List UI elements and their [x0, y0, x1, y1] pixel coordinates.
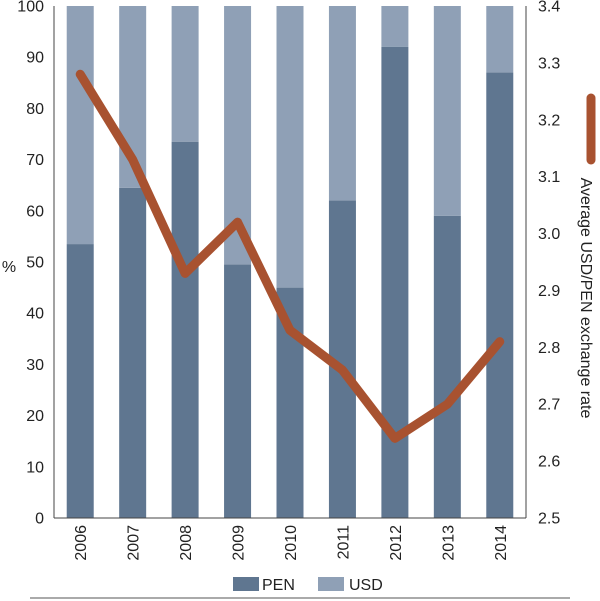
axes-group: 0 10 20 30 40 50 60 70 80 90 100 2.5 2.6 2.7 2.8 2.9 3.0… [17, 0, 560, 561]
left-tick-label: 100 [17, 0, 44, 16]
bars-group [66, 6, 514, 519]
right-tick-label: 2.6 [538, 454, 560, 471]
x-tick-label: 2006 [73, 525, 90, 561]
left-tick-label: 0 [35, 511, 44, 528]
left-tick-label: 70 [26, 152, 44, 169]
bar-usd-2012 [381, 6, 409, 47]
legend-label-pen: PEN [262, 577, 295, 594]
left-tick-label: 60 [26, 203, 44, 220]
bar-usd-2008 [171, 6, 199, 142]
x-tick-label: 2010 [283, 525, 300, 561]
bar-usd-2011 [328, 6, 356, 201]
legend: PEN USD [30, 577, 570, 599]
bar-usd-2014 [486, 6, 514, 73]
bar-pen-2008 [171, 141, 199, 518]
right-tick-label: 3.4 [538, 0, 560, 16]
left-tick-label: 50 [26, 255, 44, 272]
left-tick-label: 10 [26, 459, 44, 476]
legend-swatch-usd [318, 577, 344, 591]
right-axis-title: Average USD/PEN exchange rate [577, 178, 594, 419]
legend-label-usd: USD [349, 577, 383, 594]
x-tick-label: 2012 [388, 525, 405, 561]
x-tick-label: 2008 [178, 525, 195, 561]
left-tick-label: 90 [26, 50, 44, 67]
bar-usd-2013 [433, 6, 461, 216]
bar-pen-2009 [224, 264, 252, 518]
x-tick-label: 2007 [126, 525, 143, 561]
bar-pen-2012 [381, 46, 409, 519]
exchange-rate-line-group [75, 69, 596, 443]
x-tick-label: 2013 [440, 525, 457, 561]
left-tick-label: 30 [26, 357, 44, 374]
bar-pen-2007 [119, 187, 147, 518]
bar-pen-2013 [433, 215, 461, 519]
x-tick-label: 2011 [335, 525, 352, 560]
bar-usd-2010 [276, 6, 304, 288]
x-tick-label: 2014 [493, 525, 510, 561]
left-tick-label: 20 [26, 408, 44, 425]
left-tick-label: 80 [26, 101, 44, 118]
right-tick-label: 2.9 [538, 283, 560, 300]
left-axis-title: % [2, 259, 16, 276]
legend-swatch-pen [233, 577, 259, 591]
bar-pen-2014 [486, 72, 514, 518]
left-tick-label: 40 [26, 306, 44, 323]
bar-usd-2006 [66, 6, 94, 245]
exchange-rate-line [75, 69, 505, 443]
right-tick-label: 3.2 [538, 112, 560, 129]
bar-pen-2006 [66, 244, 94, 518]
right-tick-label: 2.5 [538, 511, 560, 528]
right-tick-label: 3.3 [538, 55, 560, 72]
x-tick-label: 2009 [231, 525, 248, 561]
right-tick-label: 2.7 [538, 397, 560, 414]
right-tick-label: 3.1 [538, 169, 560, 186]
right-tick-label: 3.0 [538, 226, 560, 243]
right-tick-label: 2.8 [538, 340, 560, 357]
